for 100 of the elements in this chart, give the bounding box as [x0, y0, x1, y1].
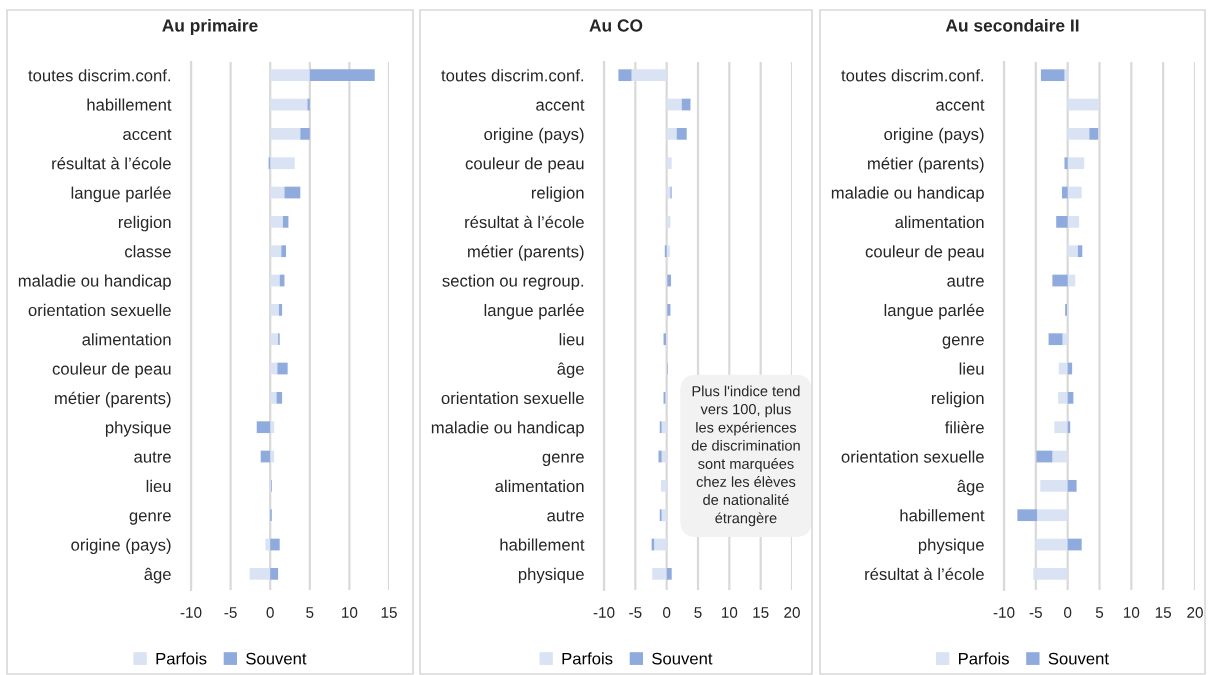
- bar: [1064, 157, 1068, 170]
- y-tick-label: origine (pays): [71, 538, 171, 555]
- x-tick-label: 15: [753, 607, 769, 618]
- y-tick-label: maladie ou handicap: [831, 186, 984, 203]
- bar: [270, 538, 280, 551]
- bar: [277, 362, 288, 375]
- annotation: Plus l'indice tend vers 100, plus les expériences de discrimination sont marquées chez les élèves de nationalité étrangère: [691, 385, 800, 527]
- bar: [300, 128, 310, 140]
- bar: [270, 392, 277, 404]
- y-tick-label: religion: [931, 391, 984, 408]
- y-tick-label: accent: [536, 99, 585, 111]
- y-tick-label: métier (parents): [868, 157, 984, 173]
- bar: [270, 333, 279, 346]
- y-tick-label: couleur de peau: [52, 362, 171, 379]
- bar: [1035, 538, 1068, 551]
- y-tick-label: toutes discrim.conf.: [441, 69, 584, 82]
- x-tick-label: -10: [593, 607, 615, 618]
- y-tick-label: classe: [125, 245, 171, 258]
- bar: [265, 538, 271, 551]
- y-tick-label: religion: [118, 215, 171, 232]
- bar: [1067, 186, 1082, 199]
- x-tick-label: -5: [224, 607, 237, 618]
- bar: [1052, 274, 1068, 287]
- x-tick-label: 0: [663, 607, 671, 618]
- y-tick-label: habillement: [900, 509, 985, 522]
- y-tick-label: métier (parents): [55, 391, 171, 408]
- bar: [1067, 538, 1082, 551]
- x-tick-label: 5: [694, 607, 702, 618]
- y-tick-label: orientation sexuelle: [441, 391, 584, 405]
- x-tick-label: 10: [722, 607, 738, 618]
- bar: [1040, 480, 1068, 492]
- bar: [270, 128, 301, 140]
- bar: [1037, 509, 1068, 522]
- y-tick-label: résultat à l’école: [52, 156, 171, 170]
- bar: [1033, 568, 1068, 580]
- legend-label: Souvent: [246, 652, 307, 665]
- bar: [1067, 216, 1080, 228]
- bar: [666, 568, 672, 580]
- bar: [1067, 128, 1090, 140]
- x-tick-label: -10: [180, 607, 202, 618]
- bar: [666, 157, 672, 170]
- bar: [1056, 216, 1068, 228]
- y-tick-label: orientation sexuelle: [841, 450, 984, 463]
- y-tick-label: toutes discrim.conf.: [28, 69, 171, 82]
- y-tick-label: âge: [557, 362, 584, 379]
- y-tick-label: couleur de peau: [865, 245, 984, 261]
- y-tick-label: orientation sexuelle: [28, 303, 171, 317]
- chart-title: Au primaire: [162, 18, 258, 36]
- y-tick-label: maladie ou handicap: [18, 274, 171, 291]
- legend-label: Parfois: [156, 652, 207, 665]
- y-tick-label: religion: [531, 186, 584, 203]
- bar: [1048, 333, 1063, 346]
- x-tick-label: 15: [381, 607, 397, 618]
- bar: [270, 421, 275, 434]
- bar: [270, 186, 285, 199]
- y-tick-label: accent: [123, 129, 172, 141]
- bar: [270, 304, 279, 316]
- y-tick-label: lieu: [559, 333, 584, 346]
- bar: [661, 509, 667, 522]
- legend-label: Souvent: [1048, 652, 1109, 665]
- y-tick-label: maladie ou handicap: [431, 421, 584, 437]
- bar: [1067, 392, 1074, 404]
- bar: [1058, 362, 1068, 375]
- bar: [1067, 157, 1085, 170]
- bar: [270, 98, 308, 111]
- bar: [270, 216, 283, 228]
- bar: [276, 392, 283, 404]
- y-tick-label: langue parlée: [484, 303, 584, 320]
- bar: [270, 274, 280, 287]
- x-tick-label: -5: [1029, 607, 1042, 618]
- x-tick-label: 5: [306, 607, 314, 618]
- bar: [1040, 69, 1065, 82]
- bar: [307, 98, 310, 111]
- x-tick-label: 10: [342, 607, 358, 618]
- bar: [256, 421, 271, 434]
- y-tick-label: origine (pays): [884, 127, 984, 144]
- bar: [270, 245, 282, 258]
- y-tick-label: résultat à l’école: [865, 567, 984, 581]
- bar: [270, 157, 295, 170]
- bar: [661, 421, 667, 434]
- y-tick-label: genre: [542, 453, 584, 467]
- bar: [270, 362, 278, 375]
- y-tick-label: alimentation: [82, 333, 171, 346]
- bar: [661, 480, 667, 492]
- y-tick-label: section ou regroup.: [442, 274, 584, 291]
- y-tick-label: alimentation: [895, 215, 984, 229]
- bar: [631, 69, 667, 82]
- y-tick-label: couleur de peau: [465, 157, 584, 173]
- chart-title: Au CO: [589, 19, 643, 32]
- bar: [666, 128, 677, 140]
- bar: [1054, 421, 1068, 434]
- bar: [652, 568, 667, 580]
- y-tick-label: alimentation: [495, 479, 584, 493]
- bar: [1064, 69, 1068, 82]
- chart-title: Au secondaire II: [945, 18, 1079, 32]
- bar: [270, 568, 279, 580]
- x-tick-label: 10: [1124, 607, 1140, 618]
- bar: [249, 568, 271, 580]
- y-tick-label: autre: [947, 275, 984, 287]
- bar: [661, 450, 667, 463]
